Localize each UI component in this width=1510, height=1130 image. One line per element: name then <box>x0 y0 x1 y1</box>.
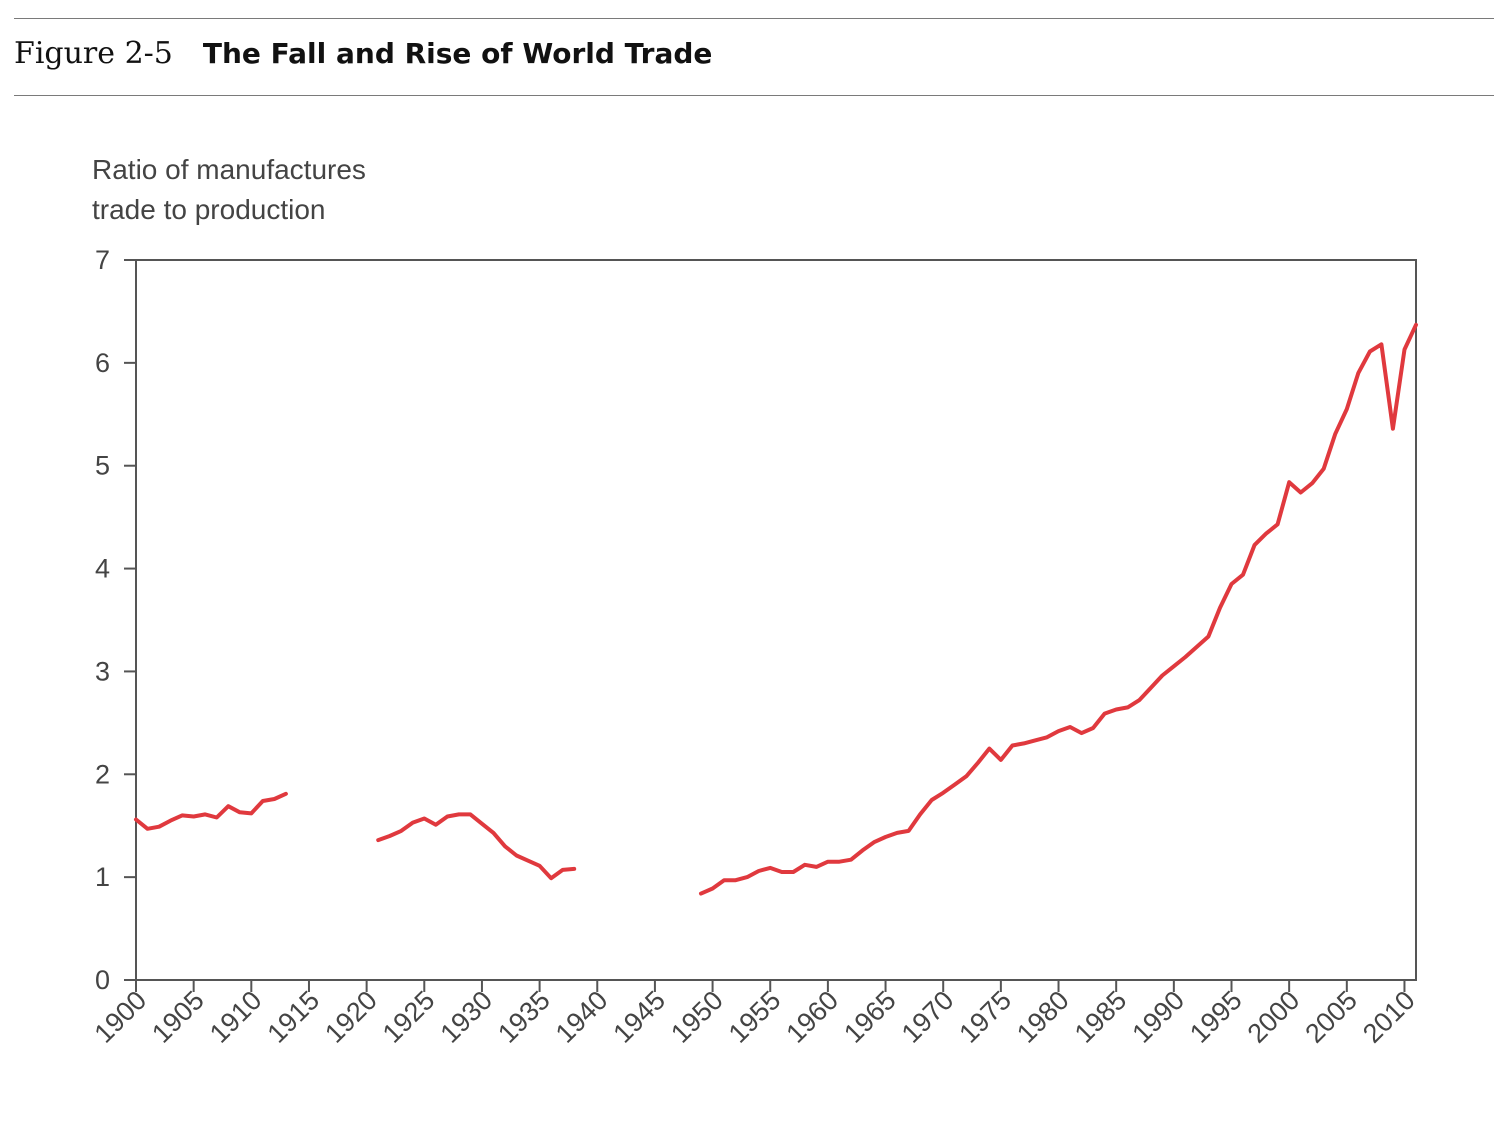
x-tick-label: 1935 <box>492 985 556 1049</box>
y-tick-label: 2 <box>95 759 110 789</box>
x-tick-label: 2005 <box>1299 985 1363 1049</box>
header-rule-top <box>14 18 1494 19</box>
y-axis-label-line-2: trade to production <box>92 194 326 225</box>
x-tick-label: 1940 <box>550 985 614 1049</box>
series-line-segment-1 <box>134 791 288 831</box>
y-tick-label: 1 <box>95 862 110 892</box>
x-tick-label: 1945 <box>607 985 671 1049</box>
x-tick-label: 1925 <box>377 985 441 1049</box>
plot-frame <box>135 259 1417 981</box>
x-tick-label: 1910 <box>204 985 268 1049</box>
x-tick-label: 1985 <box>1069 985 1133 1049</box>
x-tick-label: 1920 <box>319 985 383 1049</box>
x-tick-label: 1965 <box>838 985 902 1049</box>
x-tick-label: 1995 <box>1184 985 1248 1049</box>
y-tick-label: 7 <box>95 245 110 275</box>
x-tick-label: 2000 <box>1242 985 1306 1049</box>
x-tick-label: 1960 <box>780 985 844 1049</box>
x-tick-label: 1930 <box>434 985 498 1049</box>
x-tick-label: 1955 <box>723 985 787 1049</box>
x-tick-label: 1970 <box>896 985 960 1049</box>
x-tick-label: 1975 <box>953 985 1017 1049</box>
y-tick-label: 6 <box>95 348 110 378</box>
figure-title: The Fall and Rise of World Trade <box>202 37 713 70</box>
series-line-segment-2 <box>376 812 577 881</box>
y-tick-label: 4 <box>95 554 110 584</box>
figure-number: Figure 2-5 <box>14 36 173 71</box>
y-tick-label: 5 <box>95 451 110 481</box>
figure-header: Figure 2-5 The Fall and Rise of World Tr… <box>14 36 712 80</box>
y-axis-label-line-1: Ratio of manufactures <box>92 154 366 185</box>
x-tick-label: 1915 <box>262 985 326 1049</box>
x-tick-label: 1980 <box>1011 985 1075 1049</box>
series-line-segment-3 <box>699 322 1418 896</box>
x-tick-label: 1950 <box>665 985 729 1049</box>
x-tick-label: 1990 <box>1126 985 1190 1049</box>
header-rule-bottom <box>14 95 1494 96</box>
y-tick-label: 0 <box>95 965 110 995</box>
x-tick-label: 1905 <box>146 985 210 1049</box>
x-tick-label: 2010 <box>1357 985 1421 1049</box>
y-tick-label: 3 <box>95 656 110 686</box>
